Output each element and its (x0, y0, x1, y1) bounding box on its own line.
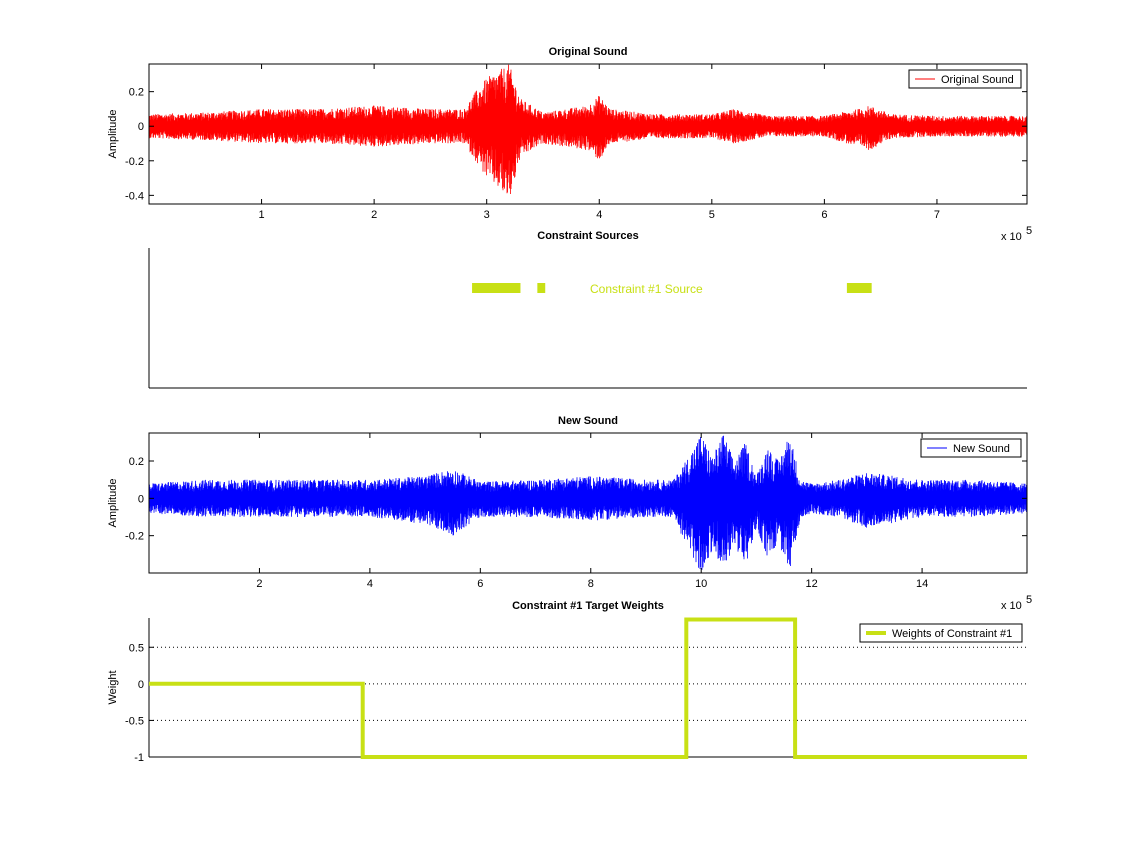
chart-title-1: Constraint Sources (537, 230, 638, 242)
x-tick-label: 10 (695, 578, 707, 590)
x-tick-label: 1 (259, 209, 265, 221)
y-axis-label-0: Amplitude (107, 110, 119, 159)
chart-title-2: New Sound (558, 415, 618, 427)
y-tick-label: -1 (134, 752, 144, 764)
plot-border-2 (148, 432, 1028, 574)
y-tick-label: 0.2 (129, 456, 144, 468)
x-tick-label: 4 (367, 578, 373, 590)
x-tick-label: 3 (484, 209, 490, 221)
series-line-2 (149, 435, 1027, 570)
y-axis-label-2: Amplitude (107, 479, 119, 528)
legend-label-0: Original Sound (941, 74, 1014, 86)
legend-box-2 (920, 438, 1022, 458)
y-tick-label: -0.2 (125, 531, 144, 543)
x-exponent-label: x 10 (1001, 231, 1022, 243)
x-exponent-power: 5 (1026, 225, 1032, 237)
x-tick-label: 4 (596, 209, 602, 221)
source-segment-1 (537, 283, 546, 293)
y-tick-label: -0.5 (125, 715, 144, 727)
legend-box-3 (859, 623, 1023, 643)
legend-box-0 (908, 69, 1022, 89)
y-tick-label: 0 (138, 121, 144, 133)
source-segment-2 (846, 283, 872, 293)
x-tick-label: 2 (371, 209, 377, 221)
chart-title-0: Original Sound (549, 46, 628, 58)
series-line-3 (149, 617, 1027, 759)
x-tick-label: 6 (477, 578, 483, 590)
y-tick-label: 0 (138, 493, 144, 505)
legend-label-2: New Sound (953, 443, 1010, 455)
x-exponent-label: x 10 (1001, 600, 1022, 612)
source-annotation: Constraint #1 Source (590, 282, 703, 296)
x-tick-label: 7 (934, 209, 940, 221)
y-axis-label-3: Weight (107, 670, 119, 704)
y-tick-label: 0 (138, 679, 144, 691)
x-tick-label: 14 (916, 578, 928, 590)
y-tick-label: 0.5 (129, 642, 144, 654)
series-line-0 (149, 64, 1027, 195)
x-tick-label: 6 (821, 209, 827, 221)
source-segment-0 (472, 283, 521, 293)
plot-border-0 (148, 63, 1028, 205)
x-tick-label: 8 (588, 578, 594, 590)
x-tick-label: 5 (709, 209, 715, 221)
y-tick-label: -0.4 (125, 190, 144, 202)
x-tick-label: 12 (806, 578, 818, 590)
y-tick-label: 0.2 (129, 87, 144, 99)
legend-label-3: Weights of Constraint #1 (892, 628, 1012, 640)
x-exponent-power: 5 (1026, 594, 1032, 606)
y-tick-label: -0.2 (125, 156, 144, 168)
chart-title-3: Constraint #1 Target Weights (512, 600, 664, 612)
x-tick-label: 2 (256, 578, 262, 590)
